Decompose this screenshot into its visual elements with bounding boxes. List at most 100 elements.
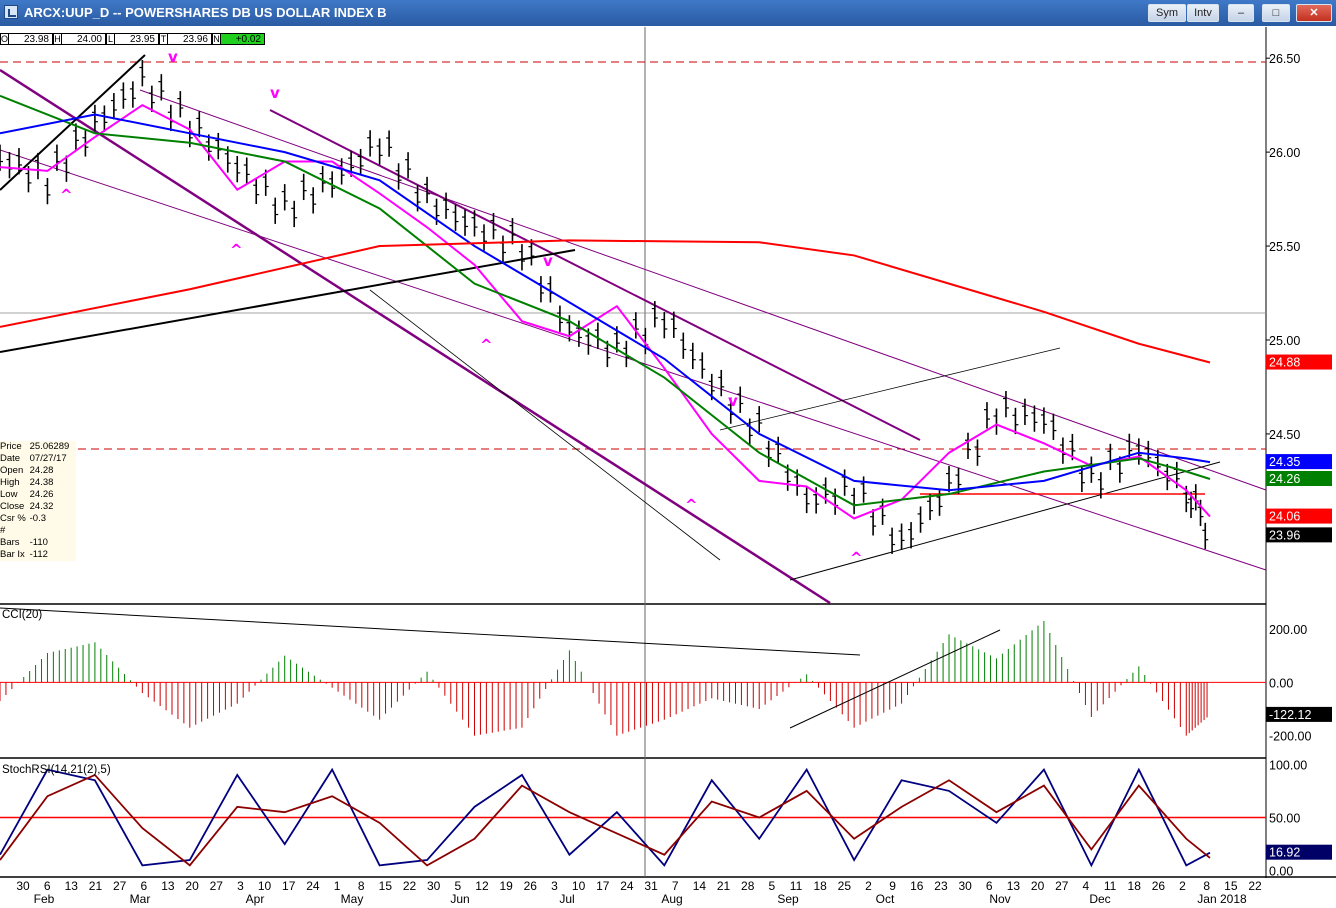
data-row: Csr % -0.3 [0,513,47,524]
data-window: Price 25.06289 Date 07/27/17 Open 24.28 … [0,441,76,561]
close-value: 23.96 [168,33,212,45]
x-tick-label: 5 [454,879,461,893]
x-month-label: Aug [661,892,682,906]
x-tick-label: 21 [717,879,731,893]
change-value: +0.02 [221,33,265,45]
low-value: 23.95 [115,33,159,45]
x-tick-label: 20 [185,879,199,893]
x-tick-label: 30 [427,879,441,893]
stochrsi-line-1 [0,767,1211,868]
x-month-label: Feb [34,892,55,906]
x-tick-label: 22 [1248,879,1262,893]
x-tick-label: 20 [1031,879,1045,893]
x-tick-label: 21 [89,879,103,893]
minimize-button[interactable]: – [1228,4,1254,22]
x-month-label: Nov [989,892,1010,906]
data-row: High 24.38 [0,477,54,488]
axis-value-badge [1266,508,1332,524]
trend-line [269,109,921,441]
data-row: # Bars -110 [0,525,48,548]
close-button[interactable]: ✕ [1296,4,1332,22]
x-month-label: Jun [450,892,469,906]
x-tick-label: 4 [1083,879,1090,893]
x-tick-label: 17 [596,879,610,893]
x-tick-label: 8 [358,879,365,893]
x-tick-label: 13 [1007,879,1021,893]
x-tick-label: 10 [258,879,272,893]
stochrsi-tick-label: 50.00 [1269,812,1300,826]
x-tick-label: 27 [210,879,224,893]
axis-value-badge [1266,527,1332,543]
x-month-label: Sep [777,892,799,906]
x-tick-label: 2 [1179,879,1186,893]
x-tick-label: 11 [1104,879,1117,893]
data-row: Price 25.06289 [0,441,70,452]
y-tick-label: 25.00 [1269,334,1300,348]
cci-tick-label: 0.00 [1269,676,1293,690]
x-tick-label: 11 [790,879,803,893]
low-label: L [106,33,115,45]
x-tick-label: 13 [161,879,175,893]
x-tick-label: 15 [1224,879,1238,893]
trend-line [0,54,146,191]
cci-trend-line [0,607,861,656]
peak-marker: v [728,392,738,410]
axis-value-label: 24.88 [1269,356,1300,370]
x-tick-label: 13 [65,879,79,893]
y-tick-label: 25.50 [1269,240,1300,254]
data-row: Date 07/27/17 [0,453,67,464]
x-tick-label: 26 [1152,879,1166,893]
change-label: N [212,33,221,45]
trough-marker: ^ [685,496,698,514]
x-tick-label: 10 [572,879,586,893]
chart-app-icon [4,5,18,19]
x-tick-label: 23 [934,879,948,893]
plot-background [0,27,1336,908]
x-tick-label: 18 [813,879,827,893]
x-tick-label: 3 [551,879,558,893]
x-tick-label: 16 [910,879,924,893]
x-tick-label: 8 [1203,879,1210,893]
x-month-label: Jan 2018 [1197,892,1247,906]
x-tick-label: 3 [237,879,244,893]
interval-button[interactable]: Intv [1187,4,1219,22]
window-title: ARCX:UUP_D -- POWERSHARES DB US DOLLAR I… [24,5,387,20]
moving-average-line-4 [0,239,1211,364]
stochrsi-tick-label: 100.00 [1269,758,1307,772]
x-tick-label: 18 [1128,879,1142,893]
symbol-button[interactable]: Sym [1148,4,1186,22]
moving-average-line-1 [0,103,1211,520]
x-tick-label: 17 [282,879,296,893]
cci-value-badge [1266,706,1332,722]
data-row: Low 24.26 [0,489,54,500]
quote-bar: O 23.98 H 24.00 L 23.95 T 23.96 N +0.02 [0,33,265,46]
x-tick-label: 28 [741,879,755,893]
peak-marker: v [168,48,178,66]
x-tick-label: 2 [865,879,872,893]
x-tick-label: 26 [524,879,538,893]
y-tick-label: 26.00 [1269,146,1300,160]
x-tick-label: 7 [672,879,679,893]
y-tick-label: 24.50 [1269,428,1300,442]
x-tick-label: 5 [769,879,776,893]
x-month-label: Oct [876,892,895,906]
x-tick-label: 24 [620,879,634,893]
x-month-label: Dec [1089,892,1110,906]
cci-title: CCI(20) [2,609,42,621]
trough-marker: ^ [850,549,863,567]
trend-line [719,347,1061,431]
x-tick-label: 24 [306,879,320,893]
trough-marker: ^ [480,336,493,354]
stochrsi-value-badge [1266,844,1332,860]
cci-trend-line [789,629,1001,729]
x-tick-label: 15 [379,879,393,893]
x-month-label: Apr [246,892,265,906]
x-tick-label: 19 [499,879,513,893]
axis-value-label: 23.96 [1269,528,1300,542]
trough-marker: ^ [60,186,73,204]
data-row: Open 24.28 [0,465,54,476]
maximize-button[interactable]: □ [1262,4,1290,22]
x-month-label: May [341,892,364,906]
x-tick-label: 12 [475,879,489,893]
